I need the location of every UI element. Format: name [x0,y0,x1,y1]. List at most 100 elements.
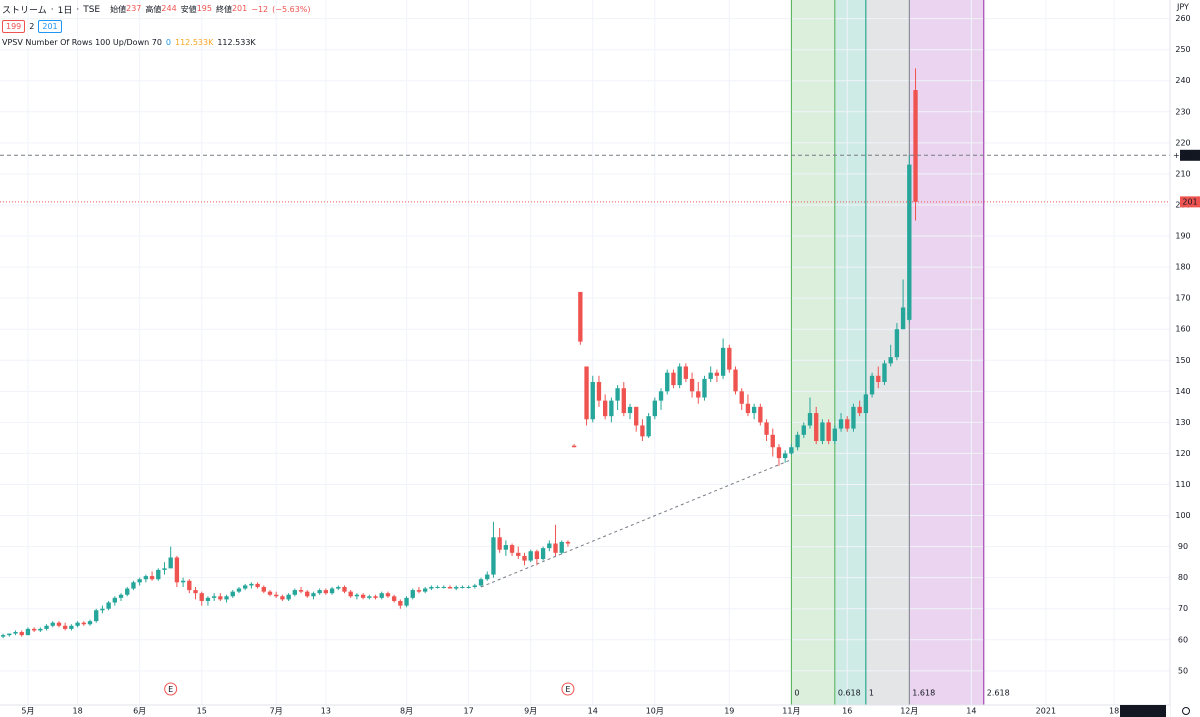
stat-label: 終値 [215,5,232,14]
y-tick-label: 180 [1175,263,1190,272]
candle-body [311,593,316,597]
y-tick-label: 260 [1175,14,1190,23]
candle-body [243,585,248,589]
candle-body [329,588,335,594]
candle-body [702,378,707,398]
indicator-value: 112.533K [175,38,214,47]
x-tick-label: 14 [588,707,598,716]
earnings-marker [164,682,178,696]
x-tick-label: 9月 [524,707,537,716]
stat-label: 安値 [180,5,197,14]
candle-body [615,388,620,401]
candle-body [336,586,341,589]
candle-body [211,596,217,598]
candle-body [342,586,347,592]
candle-body [125,588,130,595]
candle-body [137,579,142,583]
last-price-label: 201 [1182,197,1197,206]
x-tick-label: 2021 [1036,707,1056,716]
candle-body [75,622,80,626]
candle-body [826,422,831,442]
candle-body [143,576,149,580]
stat-value: 201 [231,4,248,13]
candle-body [205,597,211,601]
fib-label: 0.618 [838,689,861,698]
candle-body [274,594,279,597]
candle-body [776,447,782,459]
candle-body [100,608,105,611]
candle-body [94,610,99,622]
candle-body [795,434,800,448]
cursor-date: 2021-01-28 [1120,707,1167,716]
candle-body [783,453,788,459]
settings-icon[interactable] [1182,707,1190,715]
x-tick-label: 13 [321,707,331,716]
candle-body [460,586,465,588]
candle-body [764,422,769,435]
candle-body [832,428,837,442]
x-tick-label: 7月 [270,707,283,716]
candle-body [50,622,55,626]
x-tick-label: 17 [464,707,474,716]
bid[interactable]: 199 [2,20,26,33]
cursor-date-tag [1120,705,1166,717]
candle-body [131,582,136,589]
candle-body [193,590,198,594]
candle-body [454,586,459,589]
candle-body [665,372,670,392]
candle-body [509,545,515,553]
candle-body [404,597,409,606]
y-tick-label: 110 [1175,480,1190,489]
interval[interactable]: 1日 [57,6,73,16]
candle-body [609,400,614,417]
candle-body [739,391,744,404]
candle-body [770,434,775,448]
candle-body [584,366,589,420]
x-tick-label: 18 [72,707,82,716]
ask[interactable]: 201 [38,20,62,33]
candle-body [63,625,68,629]
crosshair-price-tag [1180,149,1200,161]
candle-body [652,400,657,417]
fib-zone [834,0,866,705]
earnings-marker [561,682,575,696]
candle-body [162,568,167,570]
candle-body [528,551,533,561]
candle-body [218,596,223,600]
candle-body [677,366,682,386]
candle-body [559,541,564,553]
indicator-name[interactable]: VPSV Number Of Rows 100 Up/Down 70 [2,38,162,47]
earnings-label: E [565,685,570,694]
candle-body [671,372,676,386]
candle-body [168,557,173,569]
y-tick-label: 60 [1178,635,1188,644]
candle-body [472,585,477,587]
candle-body [13,632,18,634]
fib-label: 2.618 [987,689,1010,698]
y-tick-label: 90 [1178,542,1188,551]
x-tick-label: 15 [197,707,207,716]
candle-body [429,586,434,589]
candle-body [596,382,602,401]
y-tick-label: 240 [1175,76,1190,85]
y-tick-label: 170 [1175,294,1190,303]
candle-body [789,447,794,454]
candle-body [230,591,235,597]
crosshair-plus: + [1173,151,1180,160]
candle-body [882,363,887,383]
candle-body [491,537,496,575]
candle-body [553,543,558,553]
candle-body [845,419,850,429]
candle-body [367,596,372,598]
candle-body [863,394,869,414]
y-tick-label: 220 [1175,138,1190,147]
earnings-label: E [168,685,173,694]
symbol[interactable]: ストリーム [2,6,47,16]
y-tick-label: 100 [1175,511,1190,520]
candle-body [708,372,713,379]
candle-body [578,291,583,342]
candle-body [540,548,546,560]
candle-body [478,579,484,586]
